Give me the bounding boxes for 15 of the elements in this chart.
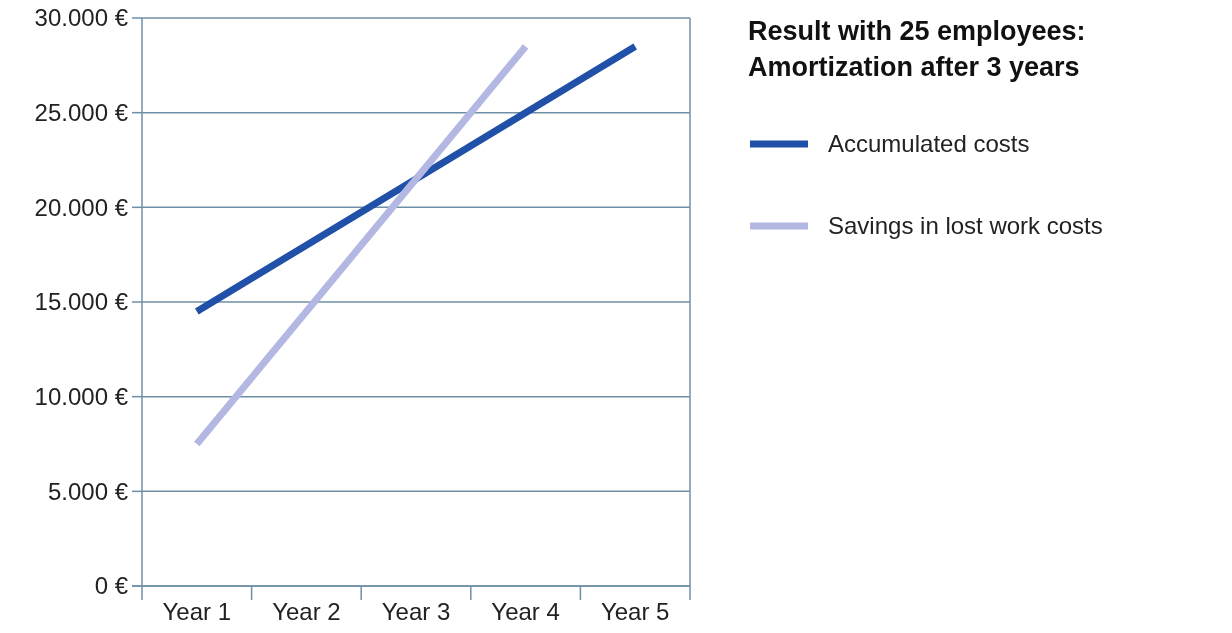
y-tick-label: 25.000 € bbox=[34, 99, 129, 127]
text: Result with 25 employees: Amortization after 3 years bbox=[748, 16, 1086, 82]
y-tick-label: 20.000 € bbox=[34, 193, 129, 221]
y-tick-label: 0 € bbox=[94, 572, 129, 600]
x-tick-label: Year 2 bbox=[272, 598, 341, 625]
y-tick-label: 15.000 € bbox=[34, 288, 129, 316]
y-tick-label: 30.000 € bbox=[34, 4, 129, 32]
x-tick-label: Year 3 bbox=[381, 598, 451, 625]
legend-label: Savings in lost work costs bbox=[828, 212, 1103, 240]
y-tick-label: 10.000 € bbox=[34, 383, 129, 411]
legend-label: Accumulated costs bbox=[828, 130, 1030, 158]
y-tick-label: 5.000 € bbox=[47, 477, 129, 505]
x-tick-label: Year 4 bbox=[491, 598, 560, 625]
x-tick-label: Year 5 bbox=[600, 598, 670, 625]
x-tick-label: Year 1 bbox=[162, 598, 232, 625]
